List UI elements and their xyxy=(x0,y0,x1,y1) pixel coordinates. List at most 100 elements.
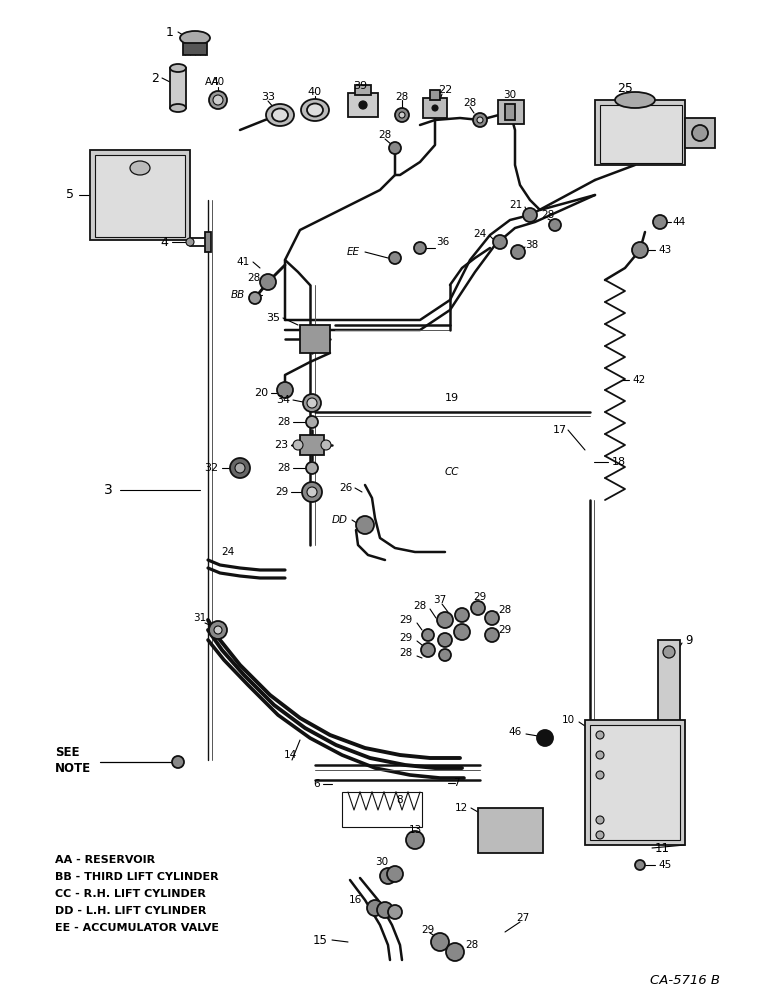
Bar xyxy=(595,100,685,165)
Circle shape xyxy=(230,458,250,478)
Circle shape xyxy=(260,274,276,290)
Text: DD - L.H. LIFT CYLINDER: DD - L.H. LIFT CYLINDER xyxy=(55,906,206,916)
Bar xyxy=(423,98,447,118)
Bar xyxy=(90,150,190,240)
Circle shape xyxy=(395,108,409,122)
Circle shape xyxy=(653,215,667,229)
Bar xyxy=(430,90,440,100)
Circle shape xyxy=(549,219,561,231)
Circle shape xyxy=(249,292,261,304)
Circle shape xyxy=(277,382,293,398)
Ellipse shape xyxy=(301,99,329,121)
Circle shape xyxy=(431,933,449,951)
Circle shape xyxy=(406,831,424,849)
Text: 1: 1 xyxy=(166,25,174,38)
Circle shape xyxy=(485,611,499,625)
Text: EE: EE xyxy=(347,247,360,257)
Bar xyxy=(478,808,543,853)
Text: CC - R.H. LIFT CYLINDER: CC - R.H. LIFT CYLINDER xyxy=(55,889,206,899)
Text: 18: 18 xyxy=(612,457,626,467)
Bar xyxy=(348,93,378,117)
Circle shape xyxy=(172,756,184,768)
Text: 28: 28 xyxy=(541,210,554,220)
Circle shape xyxy=(213,95,223,105)
Ellipse shape xyxy=(615,92,655,108)
Circle shape xyxy=(596,731,604,739)
Circle shape xyxy=(663,744,675,756)
Text: 31: 31 xyxy=(193,613,207,623)
Circle shape xyxy=(377,902,393,918)
Circle shape xyxy=(422,629,434,641)
Circle shape xyxy=(389,252,401,264)
Text: 29: 29 xyxy=(498,625,511,635)
Ellipse shape xyxy=(272,108,288,121)
Circle shape xyxy=(306,416,318,428)
Bar xyxy=(170,68,186,108)
Text: 29: 29 xyxy=(400,633,413,643)
Bar xyxy=(300,435,324,455)
Bar xyxy=(685,118,715,148)
Circle shape xyxy=(302,482,322,502)
Bar xyxy=(183,43,207,55)
Text: EE - ACCUMULATOR VALVE: EE - ACCUMULATOR VALVE xyxy=(55,923,219,933)
Circle shape xyxy=(473,113,487,127)
Ellipse shape xyxy=(170,64,186,72)
Text: CA-5716 B: CA-5716 B xyxy=(650,974,720,986)
Text: 9: 9 xyxy=(685,634,692,647)
Circle shape xyxy=(485,628,499,642)
Circle shape xyxy=(387,866,403,882)
Ellipse shape xyxy=(307,104,323,116)
Circle shape xyxy=(209,91,227,109)
Text: 28: 28 xyxy=(276,417,290,427)
Circle shape xyxy=(414,242,426,254)
Text: 36: 36 xyxy=(436,237,449,247)
Text: 17: 17 xyxy=(553,425,567,435)
Circle shape xyxy=(380,868,396,884)
Circle shape xyxy=(471,601,485,615)
Text: 40: 40 xyxy=(308,87,322,97)
Text: 8: 8 xyxy=(397,795,403,805)
Text: 32: 32 xyxy=(204,463,218,473)
Text: 15: 15 xyxy=(313,934,328,946)
Circle shape xyxy=(388,905,402,919)
Circle shape xyxy=(389,142,401,154)
Text: 28: 28 xyxy=(378,130,391,140)
Text: 10: 10 xyxy=(562,715,575,725)
Ellipse shape xyxy=(266,104,294,126)
Bar xyxy=(300,325,330,353)
Text: 3: 3 xyxy=(103,483,113,497)
Text: 19: 19 xyxy=(445,393,459,403)
Circle shape xyxy=(455,608,469,622)
Ellipse shape xyxy=(180,31,210,45)
Text: 35: 35 xyxy=(266,313,280,323)
Circle shape xyxy=(186,238,194,246)
Text: 44: 44 xyxy=(672,217,686,227)
Text: AA: AA xyxy=(205,77,219,87)
Text: 27: 27 xyxy=(516,913,530,923)
Text: 28: 28 xyxy=(247,273,260,283)
Text: 24: 24 xyxy=(474,229,487,239)
Circle shape xyxy=(367,900,383,916)
Text: 26: 26 xyxy=(339,483,352,493)
Text: NOTE: NOTE xyxy=(55,762,91,774)
Circle shape xyxy=(596,771,604,779)
Text: 4: 4 xyxy=(160,235,168,248)
Text: CC: CC xyxy=(445,467,459,477)
Text: BB: BB xyxy=(231,290,245,300)
Text: 23: 23 xyxy=(274,440,288,450)
Text: 38: 38 xyxy=(525,240,538,250)
Bar xyxy=(498,100,524,124)
Circle shape xyxy=(446,943,464,961)
Bar xyxy=(585,720,685,845)
Circle shape xyxy=(356,516,374,534)
Text: 28: 28 xyxy=(395,92,408,102)
Circle shape xyxy=(477,117,483,123)
Text: 40: 40 xyxy=(212,77,225,87)
Circle shape xyxy=(307,398,317,408)
Bar xyxy=(95,155,185,237)
Bar xyxy=(658,640,680,760)
Text: AA - RESERVOIR: AA - RESERVOIR xyxy=(55,855,155,865)
Circle shape xyxy=(596,816,604,824)
Text: 13: 13 xyxy=(408,825,422,835)
Text: 25: 25 xyxy=(617,82,633,95)
